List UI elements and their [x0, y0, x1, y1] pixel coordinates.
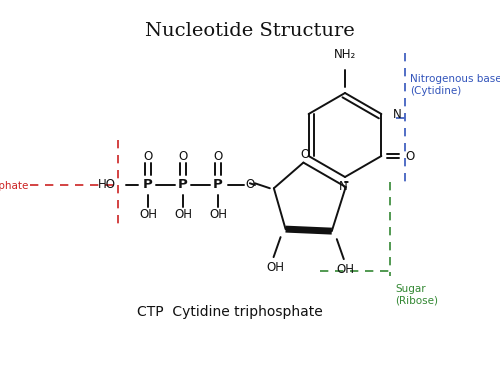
Text: O: O	[406, 150, 415, 162]
Text: O: O	[178, 150, 188, 164]
Text: O: O	[214, 150, 222, 164]
Text: Sugar
(Ribose): Sugar (Ribose)	[395, 284, 438, 306]
Text: OH: OH	[209, 209, 227, 222]
Text: HO: HO	[98, 178, 116, 192]
Text: P: P	[143, 178, 153, 192]
Text: N: N	[394, 108, 402, 120]
Text: O: O	[246, 178, 254, 192]
Text: O: O	[144, 150, 152, 164]
Text: P: P	[213, 178, 223, 192]
Text: OH: OH	[174, 209, 192, 222]
Text: P: P	[178, 178, 188, 192]
Text: NH₂: NH₂	[334, 48, 356, 62]
Text: OH: OH	[266, 261, 284, 274]
Text: CTP  Cytidine triphosphate: CTP Cytidine triphosphate	[137, 305, 323, 319]
Text: Triphosphate: Triphosphate	[0, 181, 28, 191]
Text: OH: OH	[337, 262, 355, 276]
Text: Nitrogenous base
(Cytidine): Nitrogenous base (Cytidine)	[410, 75, 500, 96]
Text: O: O	[301, 148, 310, 161]
Text: OH: OH	[139, 209, 157, 222]
Text: Nucleotide Structure: Nucleotide Structure	[145, 22, 355, 40]
Text: N: N	[338, 180, 347, 194]
